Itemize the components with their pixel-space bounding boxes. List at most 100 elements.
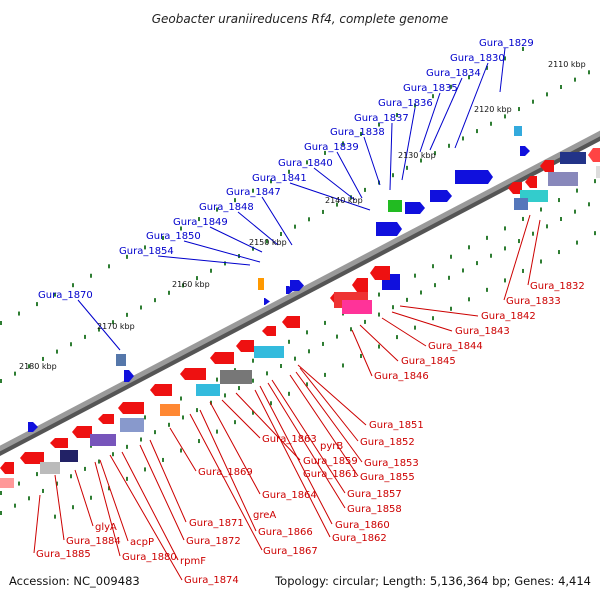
gene-label[interactable]: glyA <box>95 522 117 533</box>
gene-feature[interactable] <box>118 402 144 414</box>
gene-feature[interactable] <box>150 384 172 396</box>
gene-label[interactable]: Gura_1853 <box>364 458 419 469</box>
gene-label[interactable]: Gura_1857 <box>347 489 402 500</box>
tick-mark <box>210 400 212 405</box>
gene-label[interactable]: Gura_1835 <box>403 83 458 94</box>
gene-label[interactable]: Gura_1842 <box>481 311 536 322</box>
gene-feature[interactable] <box>430 190 452 202</box>
gene-label[interactable]: Gura_1830 <box>450 53 505 64</box>
gene-feature[interactable] <box>60 450 78 462</box>
gene-feature[interactable] <box>548 172 578 186</box>
gene-label[interactable]: pyrB <box>320 441 343 452</box>
gene-feature[interactable] <box>40 462 60 474</box>
gene-label[interactable]: Gura_1884 <box>66 536 121 547</box>
gene-feature[interactable] <box>262 326 276 336</box>
gene-feature[interactable] <box>98 414 114 424</box>
gene-label[interactable]: rpmF <box>180 556 206 567</box>
gene-feature[interactable] <box>28 422 38 432</box>
gene-label[interactable]: Gura_1859 <box>303 456 358 467</box>
gene-label[interactable]: Gura_1832 <box>530 281 585 292</box>
gene-feature[interactable] <box>20 452 44 464</box>
tick-label-2160: 2160 kbp <box>172 280 210 289</box>
gene-feature[interactable] <box>290 280 304 291</box>
gene-label[interactable]: Gura_1839 <box>304 142 359 153</box>
gene-feature[interactable] <box>180 368 206 380</box>
gene-label[interactable]: Gura_1880 <box>122 552 177 563</box>
gene-feature[interactable] <box>50 438 68 448</box>
gene-feature[interactable] <box>196 384 220 396</box>
tick-mark <box>360 354 362 358</box>
gene-feature[interactable] <box>514 198 528 210</box>
gene-feature[interactable] <box>160 404 180 416</box>
gene-label[interactable]: Gura_1849 <box>173 217 228 228</box>
gene-feature[interactable] <box>376 222 402 236</box>
gene-label[interactable]: Gura_1837 <box>354 113 409 124</box>
gene-feature[interactable] <box>72 426 92 438</box>
gene-feature[interactable] <box>508 182 522 194</box>
tick-mark <box>434 283 436 288</box>
gene-label[interactable]: Gura_1833 <box>506 296 561 307</box>
gene-label[interactable]: Gura_1851 <box>369 420 424 431</box>
gene-feature[interactable] <box>352 278 368 292</box>
gene-label[interactable]: Gura_1834 <box>426 68 481 79</box>
gene-feature[interactable] <box>370 266 390 280</box>
gene-label[interactable]: Gura_1863 <box>262 434 317 445</box>
gene-feature[interactable] <box>388 200 402 212</box>
gene-feature[interactable] <box>258 278 264 290</box>
gene-label[interactable]: acpP <box>130 537 154 548</box>
gene-feature[interactable] <box>90 434 116 446</box>
gene-label[interactable]: Gura_1852 <box>360 437 415 448</box>
gene-feature[interactable] <box>120 418 144 432</box>
gene-label[interactable]: Gura_1855 <box>360 472 415 483</box>
gene-label[interactable]: Gura_1838 <box>330 127 385 138</box>
gene-label[interactable]: Gura_1866 <box>258 527 313 538</box>
gene-feature[interactable] <box>596 166 600 178</box>
gene-feature[interactable] <box>520 146 530 156</box>
gene-feature[interactable] <box>116 354 126 366</box>
gene-feature[interactable] <box>514 126 522 136</box>
gene-label[interactable]: Gura_1870 <box>38 290 93 301</box>
gene-label[interactable]: Gura_1844 <box>428 341 483 352</box>
gene-feature[interactable] <box>405 202 425 214</box>
gene-label[interactable]: Gura_1864 <box>262 490 317 501</box>
gene-label[interactable]: Gura_1843 <box>455 326 510 337</box>
gene-label[interactable]: Gura_1850 <box>146 231 201 242</box>
gene-feature[interactable] <box>254 346 284 358</box>
gene-label[interactable]: Gura_1862 <box>332 533 387 544</box>
gene-label[interactable]: Gura_1845 <box>401 356 456 367</box>
gene-feature[interactable] <box>282 316 300 328</box>
gene-feature[interactable] <box>124 370 134 382</box>
gene-label[interactable]: Gura_1854 <box>119 246 174 257</box>
gene-label[interactable]: Gura_1885 <box>36 549 91 560</box>
gene-feature[interactable] <box>264 298 270 305</box>
gene-label[interactable]: Gura_1872 <box>186 536 241 547</box>
gene-feature[interactable] <box>540 160 554 172</box>
gene-feature[interactable] <box>342 300 372 314</box>
gene-label[interactable]: Gura_1848 <box>199 202 254 213</box>
gene-label[interactable]: Gura_1841 <box>252 173 307 184</box>
gene-label[interactable]: Gura_1840 <box>278 158 333 169</box>
gene-label[interactable]: Gura_1836 <box>378 98 433 109</box>
gene-feature[interactable] <box>588 148 600 162</box>
gene-label[interactable]: Gura_1829 <box>479 38 534 49</box>
gene-label[interactable]: Gura_1860 <box>335 520 390 531</box>
gene-label[interactable]: Gura_1847 <box>226 187 281 198</box>
gene-label[interactable]: Gura_1874 <box>184 575 239 586</box>
gene-feature[interactable] <box>286 286 294 294</box>
gene-label[interactable]: Gura_1869 <box>198 467 253 478</box>
gene-label[interactable]: Gura_1861 <box>303 469 358 480</box>
gene-label[interactable]: Gura_1867 <box>263 546 318 557</box>
gene-feature[interactable] <box>236 340 254 352</box>
gene-label[interactable]: Gura_1846 <box>374 371 429 382</box>
gene-label[interactable]: Gura_1858 <box>347 504 402 515</box>
gene-label[interactable]: Gura_1871 <box>189 518 244 529</box>
gene-feature[interactable] <box>220 370 252 384</box>
gene-feature[interactable] <box>0 478 14 488</box>
gene-feature[interactable] <box>210 352 234 364</box>
gene-feature[interactable] <box>560 152 586 164</box>
gene-label[interactable]: greA <box>253 510 276 521</box>
gene-feature[interactable] <box>0 462 14 474</box>
tick-mark <box>126 444 128 449</box>
gene-feature[interactable] <box>525 176 537 188</box>
gene-feature[interactable] <box>455 170 493 184</box>
